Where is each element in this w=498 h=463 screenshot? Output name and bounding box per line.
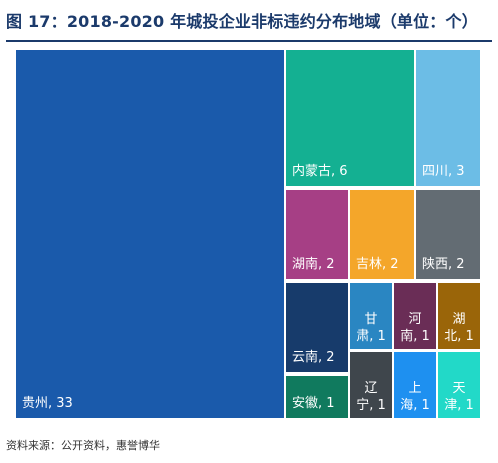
source-note: 资料来源：公开资料，惠誉博华 [6, 439, 160, 452]
tile-neimenggu: 内蒙古, 6 [286, 50, 414, 186]
chart-title: 图 17：2018-2020 年城投企业非标违约分布地域（单位：个） [6, 12, 478, 31]
tile-hunan: 湖南, 2 [286, 190, 348, 279]
treemap-chart: 贵州, 33 内蒙古, 6 四川, 3 湖南, 2 吉林, 2 陕西, 2 云南, 2 安徽,… [16, 50, 482, 420]
tile-hubei: 湖 北, 1 [438, 283, 480, 349]
tile-label-yunnan: 云南, 2 [292, 350, 335, 365]
tile-liaoning: 辽 宁, 1 [350, 352, 392, 418]
tile-tianjin: 天 津, 1 [438, 352, 480, 418]
tile-label-liaoning: 辽 宁, 1 [356, 381, 386, 413]
tile-sichuan: 四川, 3 [416, 50, 480, 186]
tile-gansu: 甘 肃, 1 [350, 283, 392, 349]
tile-yunnan: 云南, 2 [286, 283, 348, 372]
tile-guizhou: 贵州, 33 [16, 50, 284, 418]
tile-label-jilin: 吉林, 2 [356, 257, 399, 272]
tile-henan: 河 南, 1 [394, 283, 436, 349]
tile-label-hubei: 湖 北, 1 [444, 312, 474, 344]
tile-label-sichuan: 四川, 3 [422, 164, 465, 179]
tile-shanghai: 上 海, 1 [394, 352, 436, 418]
tile-label-gansu: 甘 肃, 1 [356, 312, 386, 344]
tile-label-shanghai: 上 海, 1 [400, 381, 430, 413]
tile-label-guizhou: 贵州, 33 [22, 396, 73, 411]
tile-jilin: 吉林, 2 [350, 190, 414, 279]
tile-label-neimenggu: 内蒙古, 6 [292, 164, 348, 179]
tile-shaanxi: 陕西, 2 [416, 190, 480, 279]
tile-label-hunan: 湖南, 2 [292, 257, 335, 272]
tile-label-henan: 河 南, 1 [400, 312, 430, 344]
tile-label-anhui: 安徽, 1 [292, 396, 335, 411]
tile-label-shaanxi: 陕西, 2 [422, 257, 465, 272]
tile-label-tianjin: 天 津, 1 [444, 381, 474, 413]
tile-anhui: 安徽, 1 [286, 376, 348, 418]
title-divider [6, 40, 492, 42]
